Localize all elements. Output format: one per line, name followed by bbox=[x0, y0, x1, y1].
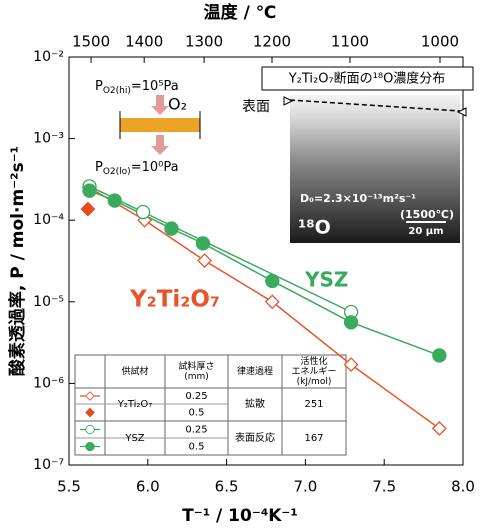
y-tick-label: 10⁻⁷ bbox=[33, 457, 64, 473]
table-cell: 251 bbox=[304, 399, 323, 410]
p-lo-main: P bbox=[95, 160, 103, 175]
x2-tick-label: 1200 bbox=[253, 33, 291, 51]
series-label: YSZ bbox=[304, 268, 348, 292]
table-cell: 167 bbox=[304, 433, 323, 444]
marker bbox=[264, 294, 280, 310]
surface-marker bbox=[456, 107, 467, 117]
x-tick-label: 7.0 bbox=[293, 478, 317, 496]
marker bbox=[82, 183, 97, 198]
x-tick-label: 8.0 bbox=[451, 478, 475, 496]
surface-line bbox=[289, 99, 461, 112]
y-tick-label: 10⁻³ bbox=[33, 131, 64, 147]
table-cell: 表面反応 bbox=[235, 431, 275, 444]
x2-axis-title: 温度 / ℃ bbox=[204, 2, 277, 23]
y-tick-label: 10⁻⁶ bbox=[33, 375, 64, 391]
inset-title: Y₂Ti₂O₇断面の¹⁸O濃度分布 bbox=[288, 71, 446, 87]
p-hi-sub: O2(hi) bbox=[103, 86, 131, 96]
table-header: (mm) bbox=[184, 372, 209, 382]
marker bbox=[85, 424, 95, 435]
x2-tick-label: 1000 bbox=[421, 33, 459, 51]
marker bbox=[80, 201, 96, 217]
x-tick-label: 6.5 bbox=[215, 478, 239, 496]
y-tick-label: 10⁻² bbox=[33, 49, 64, 65]
inset-title-box bbox=[261, 66, 474, 91]
diagram: PO2(hi)=10⁵Pa O₂ PO2(lo)=10⁰Pa bbox=[95, 79, 201, 177]
table-header: 試料厚さ bbox=[178, 360, 214, 372]
marker bbox=[85, 441, 95, 452]
table-cell: 0.5 bbox=[189, 408, 205, 419]
table-cell: YSZ bbox=[124, 433, 144, 444]
x2-tick-label: 1400 bbox=[125, 33, 163, 51]
marker bbox=[197, 253, 212, 268]
surface-marker bbox=[283, 96, 294, 106]
marker bbox=[265, 273, 280, 289]
isotope-label: ¹⁸O bbox=[298, 217, 331, 239]
micrograph bbox=[290, 95, 460, 243]
marker bbox=[431, 421, 447, 436]
gas-label: O₂ bbox=[168, 95, 187, 114]
table-header: 活性化 bbox=[300, 355, 327, 367]
table-header: 供試材 bbox=[121, 365, 148, 377]
p-lo: PO2(lo)=10⁰Pa bbox=[95, 160, 179, 177]
series-label: Y₂Ti₂O₇ bbox=[129, 287, 220, 313]
sample bbox=[120, 118, 200, 132]
marker bbox=[85, 391, 95, 401]
x-axis-title: T⁻¹ / 10⁻⁴K⁻¹ bbox=[182, 506, 298, 526]
marker bbox=[85, 407, 95, 418]
table-cell: 拡散 bbox=[245, 397, 265, 410]
x2-tick-label: 1500 bbox=[72, 33, 110, 51]
surface-label: 表面 bbox=[242, 99, 270, 115]
plot-frame bbox=[68, 56, 464, 466]
marker bbox=[343, 315, 359, 330]
p-hi-rest: =10⁵Pa bbox=[131, 79, 179, 94]
x-tick-label: 6.0 bbox=[136, 478, 160, 496]
y-axis-title: 酸素透過率, P / mol·m⁻²s⁻¹ bbox=[7, 146, 28, 376]
table-header: 律速過程 bbox=[237, 365, 273, 377]
table-cell: 0.25 bbox=[185, 391, 207, 402]
table-cell: 0.25 bbox=[185, 425, 207, 436]
scale-label: 20 μm bbox=[408, 226, 443, 237]
arrow bbox=[151, 135, 169, 155]
marker bbox=[343, 357, 359, 373]
x-tick-label: 7.5 bbox=[372, 478, 396, 496]
p-lo-rest: =10⁰Pa bbox=[131, 160, 179, 175]
x2-tick-label: 1300 bbox=[185, 33, 223, 51]
p-hi-main: P bbox=[95, 79, 103, 94]
marker bbox=[107, 193, 122, 208]
table-header: (kJ/mol) bbox=[297, 377, 332, 387]
p-hi: PO2(hi)=10⁵Pa bbox=[95, 79, 179, 96]
table-header: エネルギー bbox=[291, 366, 336, 377]
x-tick-label: 5.5 bbox=[57, 478, 81, 496]
table-cell: Y₂Ti₂O₇ bbox=[117, 399, 153, 410]
marker bbox=[164, 221, 179, 236]
diffusivity: D₀=2.3×10⁻¹³m²s⁻¹ bbox=[300, 192, 416, 205]
marker bbox=[135, 204, 151, 220]
marker bbox=[432, 348, 447, 363]
temperature: (1500℃) bbox=[400, 208, 454, 221]
table-cell: 0.5 bbox=[189, 442, 205, 453]
series-line bbox=[89, 187, 440, 430]
marker bbox=[195, 236, 211, 251]
x2-tick-label: 1100 bbox=[331, 33, 369, 51]
inset: Y₂Ti₂O₇断面の¹⁸O濃度分布 表面 D₀=2.3×10⁻¹³m²s⁻¹ (… bbox=[242, 66, 474, 243]
y-tick-label: 10⁻⁵ bbox=[33, 294, 64, 310]
arrow bbox=[151, 95, 169, 115]
y-tick-label: 10⁻⁴ bbox=[33, 212, 64, 228]
p-lo-sub: O2(lo) bbox=[103, 167, 131, 177]
